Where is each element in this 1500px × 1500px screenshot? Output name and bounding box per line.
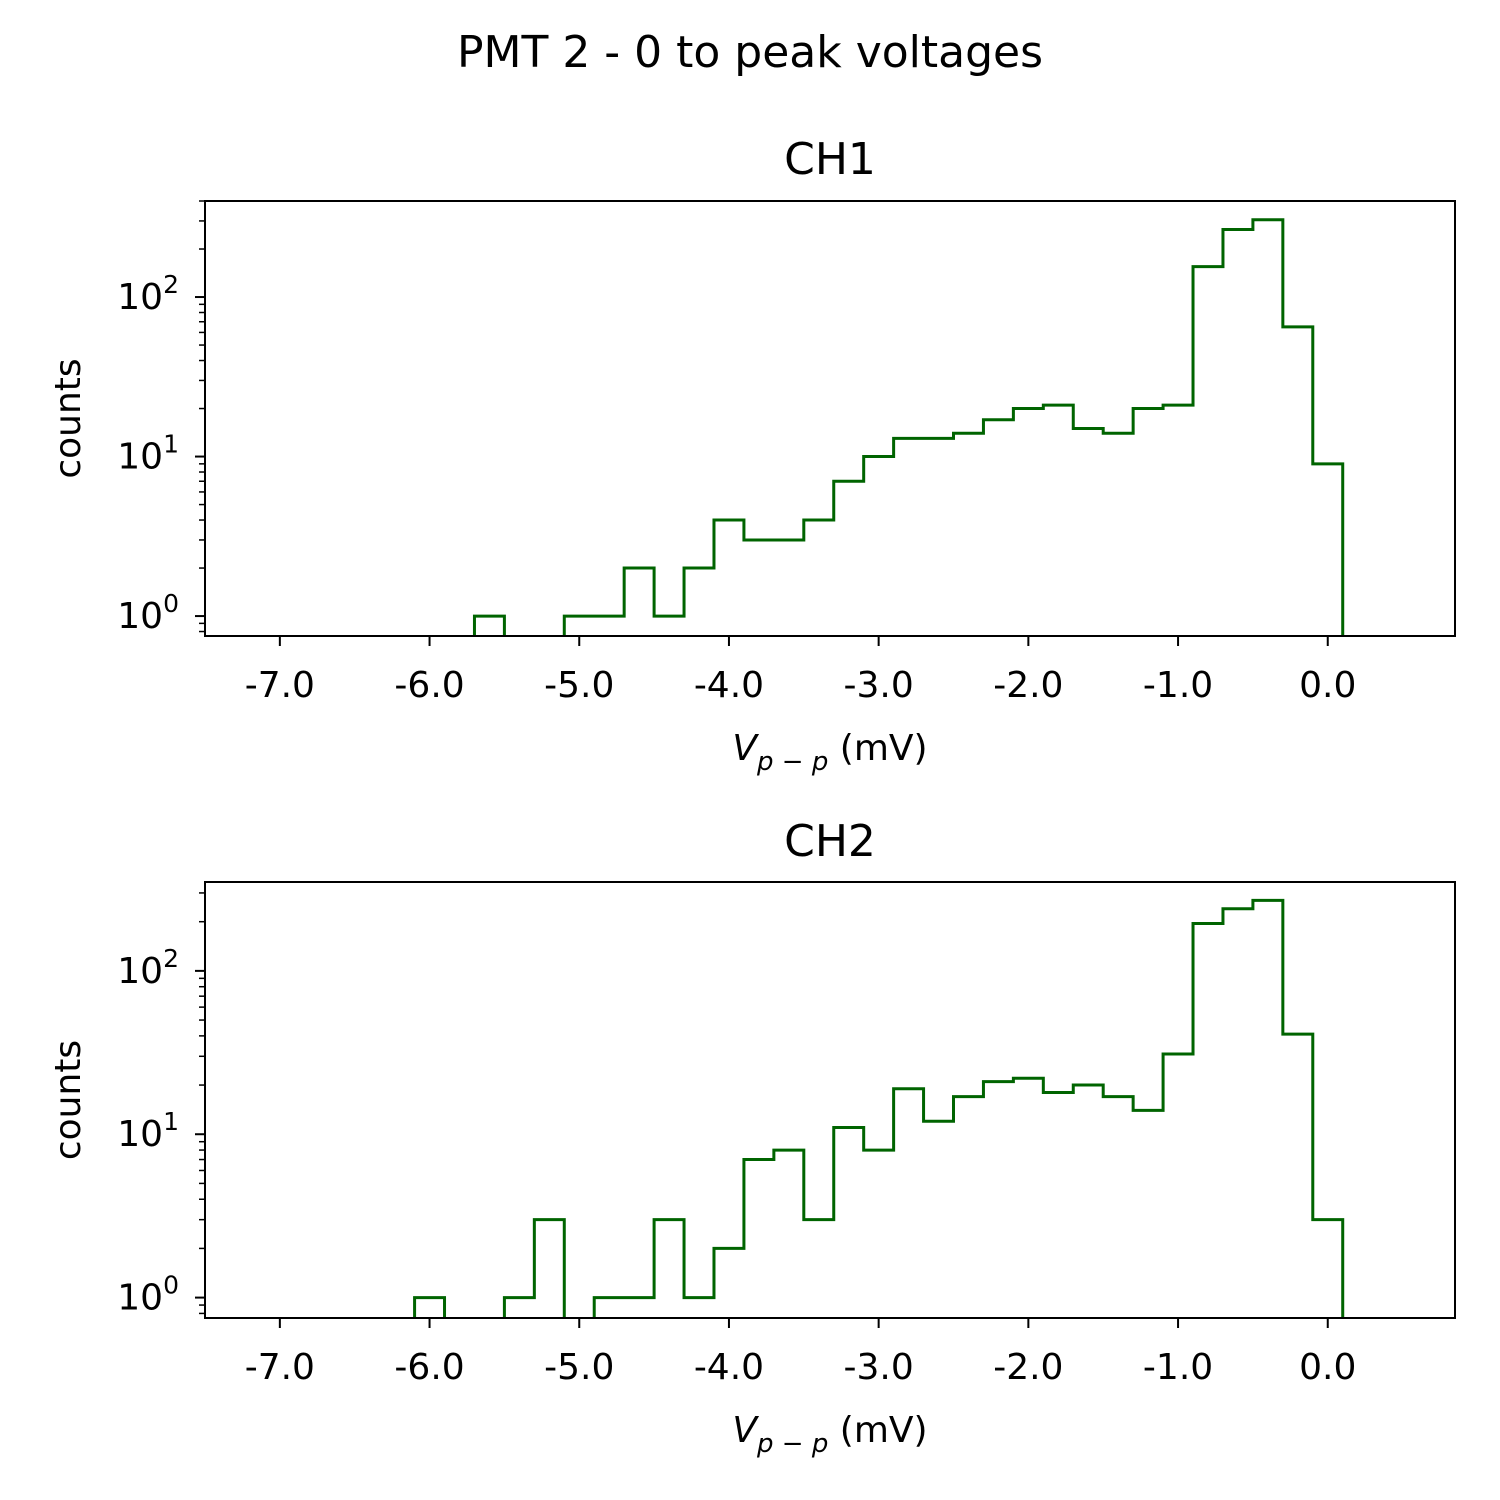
figure-suptitle: PMT 2 - 0 to peak voltages	[457, 27, 1043, 78]
ch2-bin	[415, 1298, 445, 1318]
ch1-bin	[684, 568, 714, 636]
ch2-bin	[1133, 1110, 1163, 1318]
ch1-panel: CH1 -7.0 -6.0 -5.0 -4.0 -3.0 -2.0 -1.0 0.0 100 101…	[48, 134, 1456, 777]
ch2-x-tick-label: -1.0	[1143, 1347, 1213, 1388]
ch2-bin	[1013, 1078, 1043, 1318]
ch2-bin	[1193, 923, 1223, 1318]
ch2-y-tick-label: 102	[117, 944, 179, 992]
ch2-bin	[924, 1121, 954, 1318]
ch1-bin	[1163, 405, 1193, 636]
ch1-bin	[1253, 220, 1283, 636]
ch2-bin	[1163, 1054, 1193, 1318]
ch1-histogram-step	[472, 218, 1345, 636]
ch1-y-tick-label: 100	[117, 589, 179, 637]
ch1-bin	[1013, 409, 1043, 636]
ch2-bin	[834, 1127, 864, 1318]
ch2-x-axis-label: Vp − p (mV)	[732, 1410, 927, 1459]
ch2-x-tick-label: -5.0	[544, 1347, 614, 1388]
ch2-bin	[1283, 1034, 1313, 1318]
ch1-bin	[564, 616, 594, 636]
ch1-x-axis-label: Vp − p (mV)	[732, 728, 927, 777]
ch2-bin	[714, 1248, 744, 1318]
ch1-bin	[1223, 230, 1253, 636]
ch1-bin	[954, 433, 984, 636]
ch1-bin	[654, 616, 684, 636]
ch2-x-tick-label: -4.0	[694, 1347, 764, 1388]
ch2-bin	[864, 1150, 894, 1318]
ch2-bin	[1103, 1097, 1133, 1318]
ch2-bin	[594, 1298, 624, 1318]
ch2-axes-frame	[204, 881, 1456, 1319]
ch2-bin	[684, 1298, 714, 1318]
ch1-bin	[774, 540, 804, 636]
ch1-bin	[983, 420, 1013, 636]
ch2-bin	[1043, 1093, 1073, 1318]
ch1-bin	[594, 616, 624, 636]
ch2-histogram-step	[413, 898, 1345, 1318]
ch2-bin	[654, 1220, 684, 1318]
ch2-y-tick-label: 101	[117, 1107, 179, 1155]
ch2-bin	[534, 1220, 564, 1318]
ch1-bin	[1313, 464, 1343, 636]
ch2-x-tick-label: -6.0	[394, 1347, 464, 1388]
ch1-x-tick-label: -5.0	[544, 665, 614, 706]
ch2-bin	[954, 1097, 984, 1318]
ch1-x-tick-label: -6.0	[394, 665, 464, 706]
ch2-bin	[1253, 900, 1283, 1318]
ch1-bin	[714, 520, 744, 636]
ch1-bin	[1073, 428, 1103, 636]
ch1-bin	[1193, 267, 1223, 636]
ch1-y-tick-label: 101	[117, 430, 179, 478]
ch1-bin	[804, 520, 834, 636]
ch1-bin	[924, 438, 954, 636]
ch1-x-tick-label: -2.0	[993, 665, 1063, 706]
ch1-title: CH1	[784, 134, 876, 185]
ch1-axes-frame	[204, 200, 1456, 637]
ch2-bin	[983, 1082, 1013, 1318]
ch1-bin	[1283, 327, 1313, 636]
ch2-bin	[744, 1160, 774, 1318]
ch1-x-tick-label: -4.0	[694, 665, 764, 706]
ch1-x-tick-label: -3.0	[844, 665, 914, 706]
ch1-bin	[1133, 409, 1163, 636]
ch1-bin	[744, 540, 774, 636]
ch2-bin	[1313, 1220, 1343, 1318]
ch2-x-tick-label: -7.0	[245, 1347, 315, 1388]
ch1-bin	[624, 568, 654, 636]
ch2-bin	[1073, 1085, 1103, 1318]
ch2-y-tick-label: 100	[117, 1271, 179, 1319]
ch2-bin	[624, 1298, 654, 1318]
ch2-bin	[894, 1089, 924, 1318]
ch1-bin	[894, 438, 924, 636]
ch2-title: CH2	[784, 816, 876, 867]
ch1-x-tick-label: 0.0	[1299, 665, 1356, 706]
ch1-bin	[834, 481, 864, 636]
ch1-y-tick-label: 102	[117, 270, 179, 318]
ch1-bin	[474, 616, 504, 636]
ch2-x-tick-label: -2.0	[993, 1347, 1063, 1388]
ch2-x-tick-label: -3.0	[844, 1347, 914, 1388]
ch2-panel: CH2 -7.0 -6.0 -5.0 -4.0 -3.0 -2.0 -1.0 0.0 100 101…	[48, 816, 1456, 1459]
ch1-bin	[864, 457, 894, 636]
ch2-bin	[804, 1220, 834, 1318]
ch1-x-tick-label: -1.0	[1143, 665, 1213, 706]
ch1-x-tick-label: -7.0	[245, 665, 315, 706]
ch2-y-axis-label: counts	[48, 1040, 89, 1160]
ch1-y-axis-label: counts	[48, 358, 89, 478]
ch2-x-tick-label: 0.0	[1299, 1347, 1356, 1388]
ch2-bin	[504, 1298, 534, 1318]
ch2-bin	[774, 1150, 804, 1318]
ch2-bin	[1223, 909, 1253, 1318]
ch1-bin	[1043, 405, 1073, 636]
ch1-bin	[1103, 433, 1133, 636]
